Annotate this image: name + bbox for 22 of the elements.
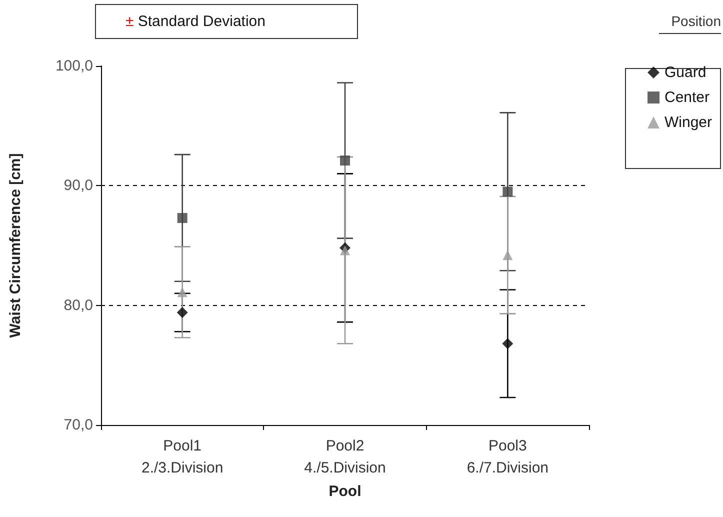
- y-tick-label: 90,0: [64, 177, 93, 194]
- point: [340, 156, 350, 166]
- x-axis-title: Pool: [328, 482, 362, 500]
- legend-title: Position: [671, 13, 722, 29]
- x-tick-label: Pool2 4./5.Division: [304, 438, 386, 476]
- legend-label: Guard: [664, 64, 706, 81]
- point: [340, 245, 350, 256]
- point: [177, 212, 188, 223]
- point: [502, 250, 513, 260]
- y-tick-label: 100,0: [55, 58, 93, 74]
- point: [176, 307, 188, 318]
- x-tick-label: Pool3 6./7.Division: [466, 438, 549, 476]
- point: [502, 338, 514, 350]
- point: [502, 186, 513, 197]
- legend-label: Center: [664, 89, 710, 106]
- x-tick-label: Pool1 2./3.Division: [141, 438, 224, 476]
- text: ± Standard Deviation: [126, 13, 266, 30]
- legend-label: Winger: [664, 114, 712, 131]
- y-tick-label: 70,0: [64, 416, 93, 434]
- point: [177, 287, 188, 298]
- y-tick-label: 80,0: [64, 296, 93, 314]
- y-axis-title: Waist Circumference [cm]: [7, 153, 24, 338]
